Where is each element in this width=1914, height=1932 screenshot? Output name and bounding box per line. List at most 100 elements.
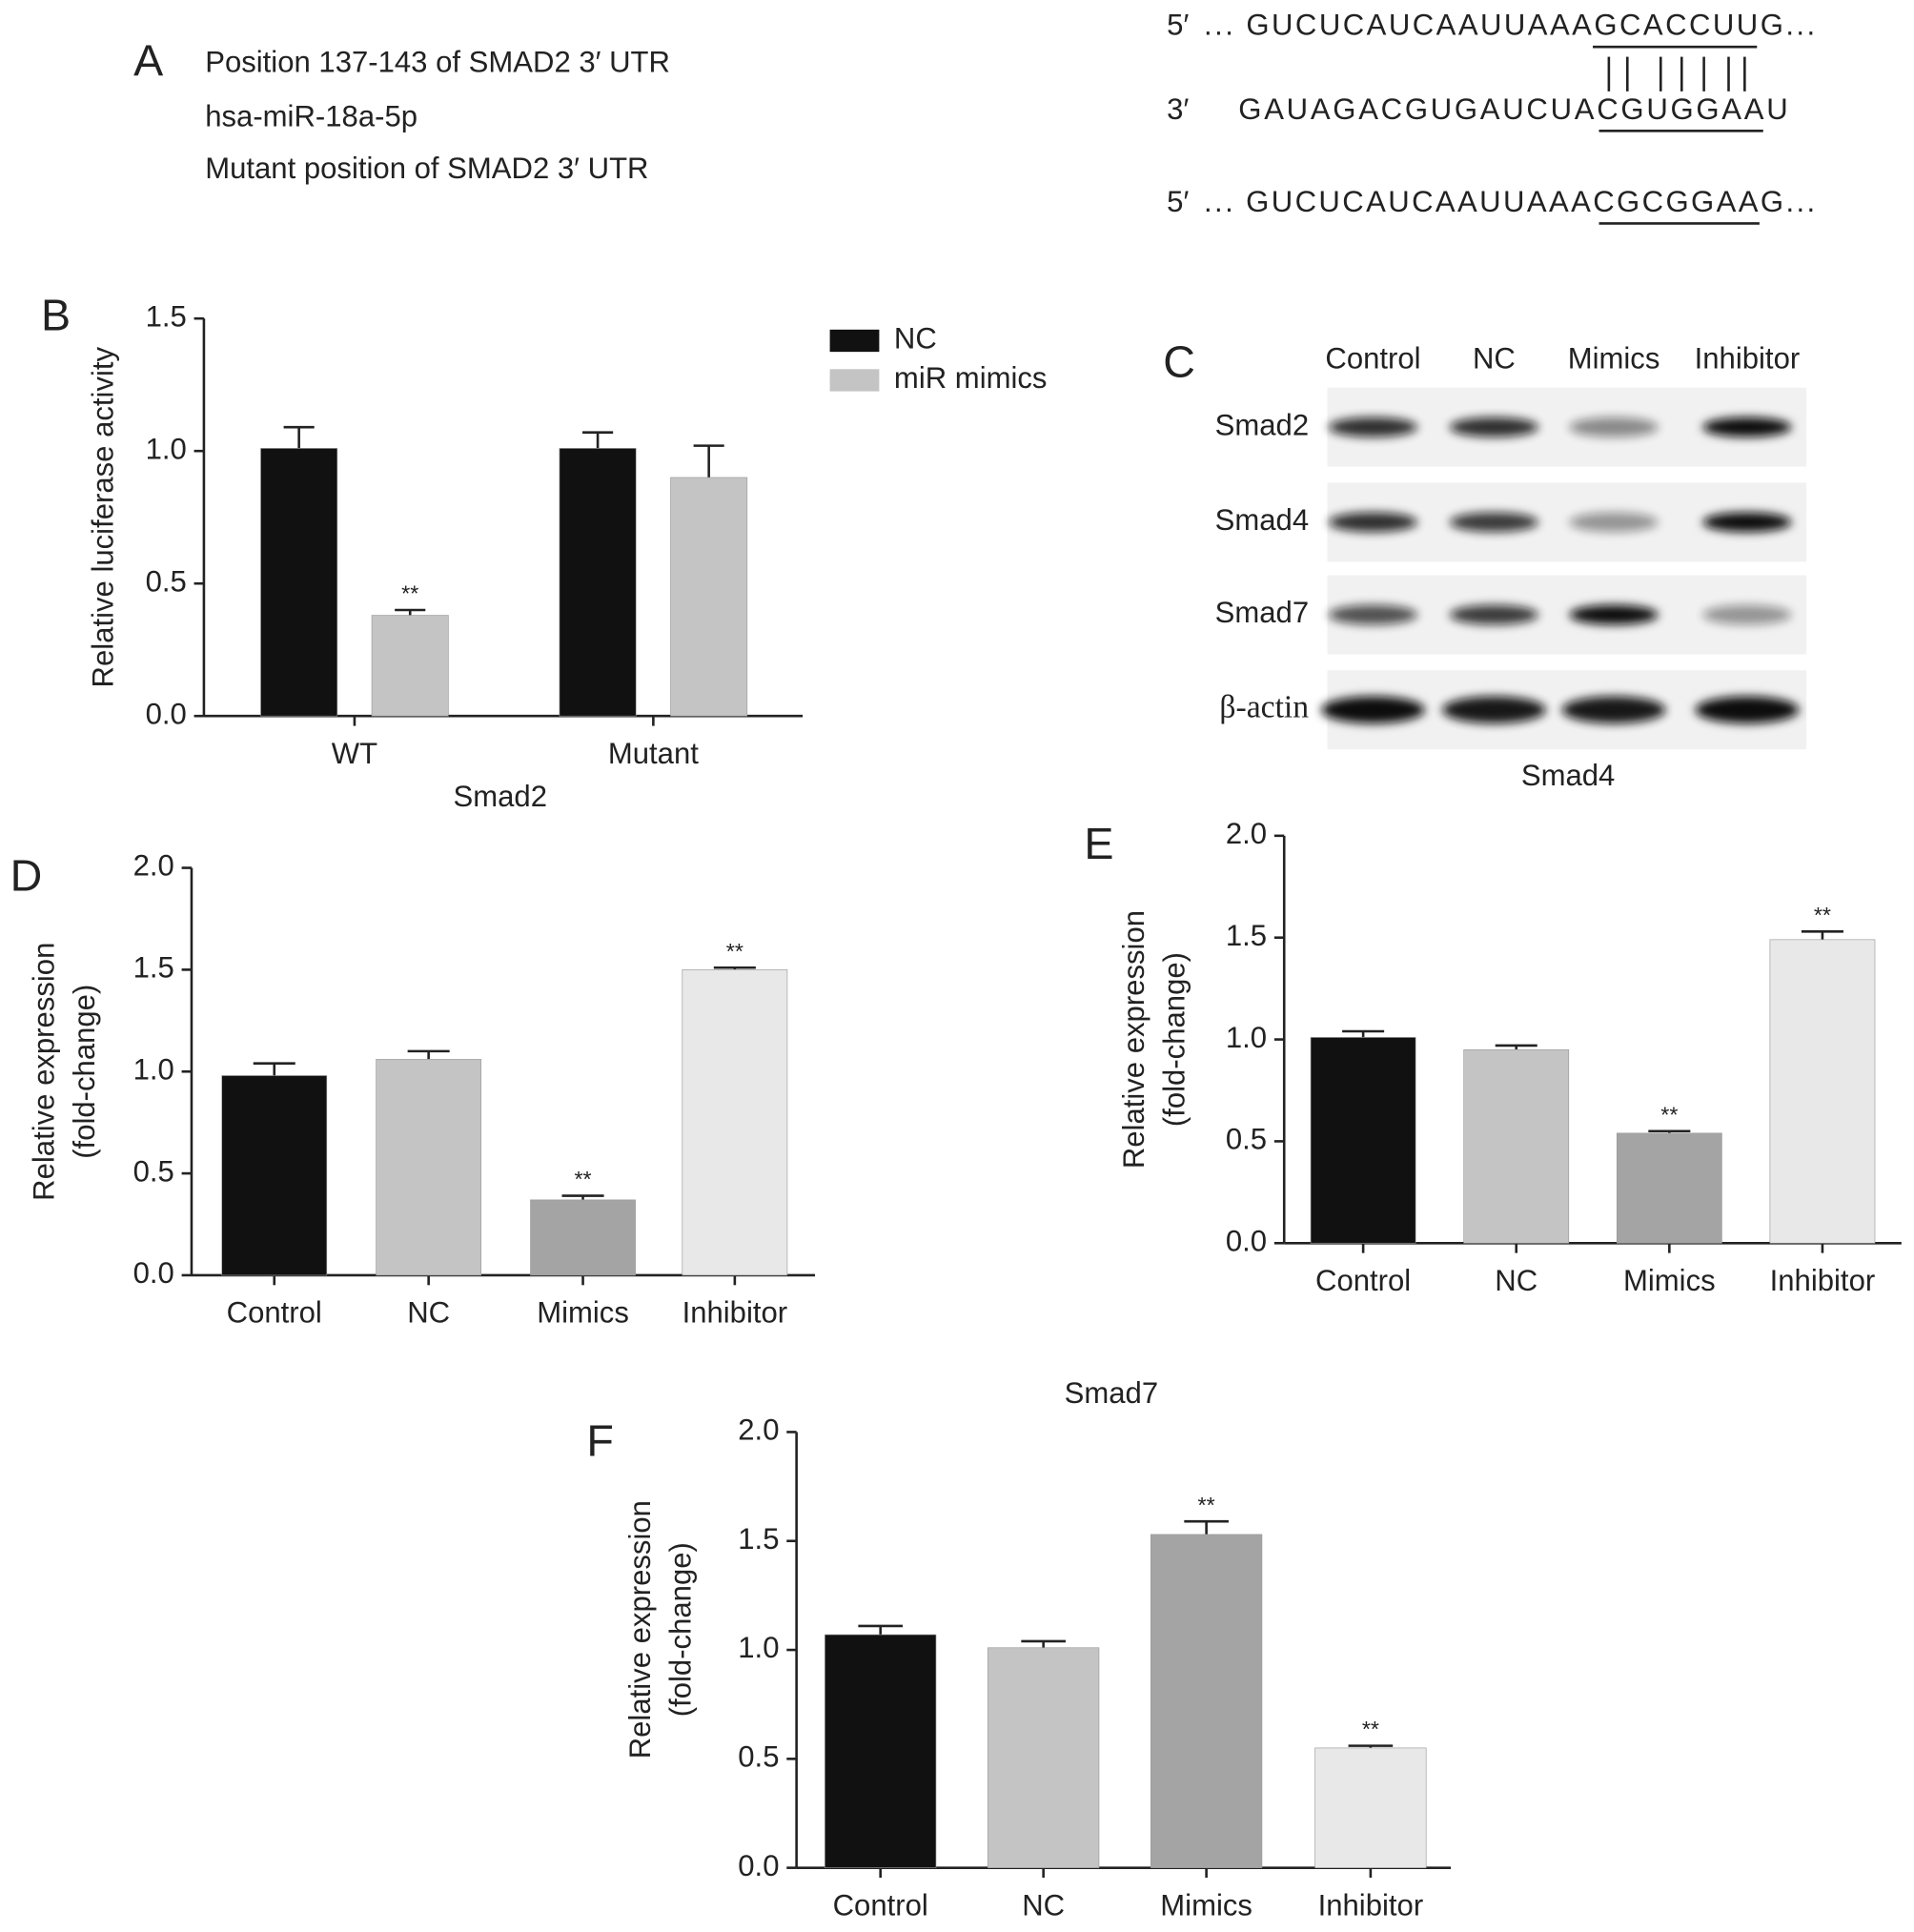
y-tick-label: 0.0 xyxy=(1226,1224,1267,1257)
band xyxy=(1561,696,1666,723)
legend-swatch xyxy=(829,369,880,392)
y-tick-label: 1.0 xyxy=(146,432,187,465)
y-tick-label: 0.0 xyxy=(738,1849,779,1882)
legend-label: NC xyxy=(894,322,937,356)
panel-label: B xyxy=(41,290,71,339)
band xyxy=(1702,604,1792,625)
prime: 5′ xyxy=(1167,9,1189,42)
band xyxy=(1569,512,1659,533)
x-tick-label: Mutant xyxy=(608,737,699,770)
band xyxy=(1449,512,1539,533)
x-tick-label: Mimics xyxy=(1623,1264,1716,1297)
x-tick-label: NC xyxy=(407,1296,450,1330)
panel-label: A xyxy=(133,36,163,86)
significance: ** xyxy=(726,939,743,964)
significance: ** xyxy=(1814,903,1831,927)
bar xyxy=(1769,939,1876,1244)
band xyxy=(1702,512,1792,533)
band xyxy=(1442,696,1546,723)
y-tick-label: 2.0 xyxy=(738,1413,779,1447)
significance: ** xyxy=(1660,1102,1678,1127)
sequence: ... GUCUCAUCAAUUAAAGCACCUUG... xyxy=(1204,9,1815,42)
bar xyxy=(825,1634,937,1868)
y-tick-label: 1.0 xyxy=(133,1052,174,1086)
x-tick-label: NC xyxy=(1022,1888,1065,1922)
panel-a-line: Position 137-143 of SMAD2 3′ UTR xyxy=(205,46,670,79)
band xyxy=(1702,417,1792,437)
band xyxy=(1328,512,1418,533)
y-tick-label: 1.0 xyxy=(1226,1021,1267,1054)
band xyxy=(1328,604,1418,625)
sequence: ... GUCUCAUCAAUUAAACGCGGAAG... xyxy=(1204,185,1815,218)
bar xyxy=(1314,1747,1427,1868)
bar xyxy=(221,1075,328,1276)
band xyxy=(1449,417,1539,437)
row-label: Smad7 xyxy=(1215,596,1309,629)
y-tick-label: 0.0 xyxy=(133,1256,174,1290)
x-tick-label: WT xyxy=(332,737,377,770)
y-tick-label: 0.5 xyxy=(146,564,187,598)
bar xyxy=(670,477,748,717)
significance: ** xyxy=(1362,1717,1379,1741)
y-axis-label: (fold-change) xyxy=(68,985,101,1159)
y-tick-label: 1.5 xyxy=(146,299,187,333)
x-tick-label: Inhibitor xyxy=(1318,1888,1424,1922)
prime: 5′ xyxy=(1167,185,1189,218)
panel-label: F xyxy=(586,1416,613,1466)
y-tick-label: 0.5 xyxy=(1226,1123,1267,1156)
row-label: Smad4 xyxy=(1215,503,1309,537)
bar xyxy=(1616,1132,1722,1244)
bar xyxy=(559,448,637,717)
band xyxy=(1328,417,1418,437)
y-tick-label: 0.0 xyxy=(146,697,187,730)
panel-label: E xyxy=(1084,819,1113,868)
panel-label: C xyxy=(1163,337,1195,387)
y-tick-label: 1.0 xyxy=(738,1631,779,1664)
y-axis-label: Relative luciferase activity xyxy=(87,346,120,687)
bar xyxy=(376,1059,482,1276)
x-tick-label: Inhibitor xyxy=(1770,1264,1876,1297)
legend-swatch xyxy=(829,329,880,353)
y-axis-label: (fold-change) xyxy=(1158,952,1191,1127)
western-blot: Control NC Mimics Inhibitor Smad2 Smad4 Smad7 β… xyxy=(1215,341,1807,750)
significance: ** xyxy=(574,1167,591,1191)
lane-label: Control xyxy=(1325,341,1420,375)
chart-title: Smad7 xyxy=(1065,1376,1158,1410)
panel-a-line: hsa-miR-18a-5p xyxy=(205,100,417,133)
bar xyxy=(682,969,788,1276)
y-tick-label: 1.5 xyxy=(133,951,174,985)
band xyxy=(1449,604,1539,625)
pairing xyxy=(1593,45,1763,225)
significance: ** xyxy=(1198,1493,1215,1517)
x-tick-label: Inhibitor xyxy=(682,1296,788,1330)
y-axis-label: (fold-change) xyxy=(664,1542,698,1717)
bar xyxy=(1310,1037,1416,1244)
x-tick-label: Control xyxy=(1315,1264,1411,1297)
y-axis-label: Relative expression xyxy=(1117,910,1150,1169)
lane-label: Inhibitor xyxy=(1695,341,1801,375)
y-tick-label: 1.5 xyxy=(1226,919,1267,952)
y-tick-label: 0.5 xyxy=(133,1154,174,1188)
x-tick-label: NC xyxy=(1495,1264,1537,1297)
x-axis-label: Smad2 xyxy=(454,780,547,813)
bar xyxy=(1463,1048,1570,1244)
y-axis-label: Relative expression xyxy=(27,943,60,1201)
bar xyxy=(530,1199,636,1276)
y-tick-label: 0.5 xyxy=(738,1740,779,1774)
bar xyxy=(260,448,338,717)
significance: ** xyxy=(401,581,418,606)
sequence: GAUAGACGUGAUCUACGUGGAAU xyxy=(1238,92,1787,126)
bar xyxy=(988,1647,1100,1868)
band xyxy=(1569,604,1659,625)
y-axis-label: Relative expression xyxy=(623,1500,657,1759)
y-tick-label: 2.0 xyxy=(1226,817,1267,850)
row-label: β-actin xyxy=(1219,689,1309,724)
lane-label: NC xyxy=(1473,341,1516,375)
bar xyxy=(371,615,449,717)
panel-label: D xyxy=(10,851,43,901)
prime: 3′ xyxy=(1167,92,1189,126)
x-tick-label: Control xyxy=(833,1888,928,1922)
row-label: Smad2 xyxy=(1215,408,1309,441)
y-tick-label: 2.0 xyxy=(133,849,174,883)
